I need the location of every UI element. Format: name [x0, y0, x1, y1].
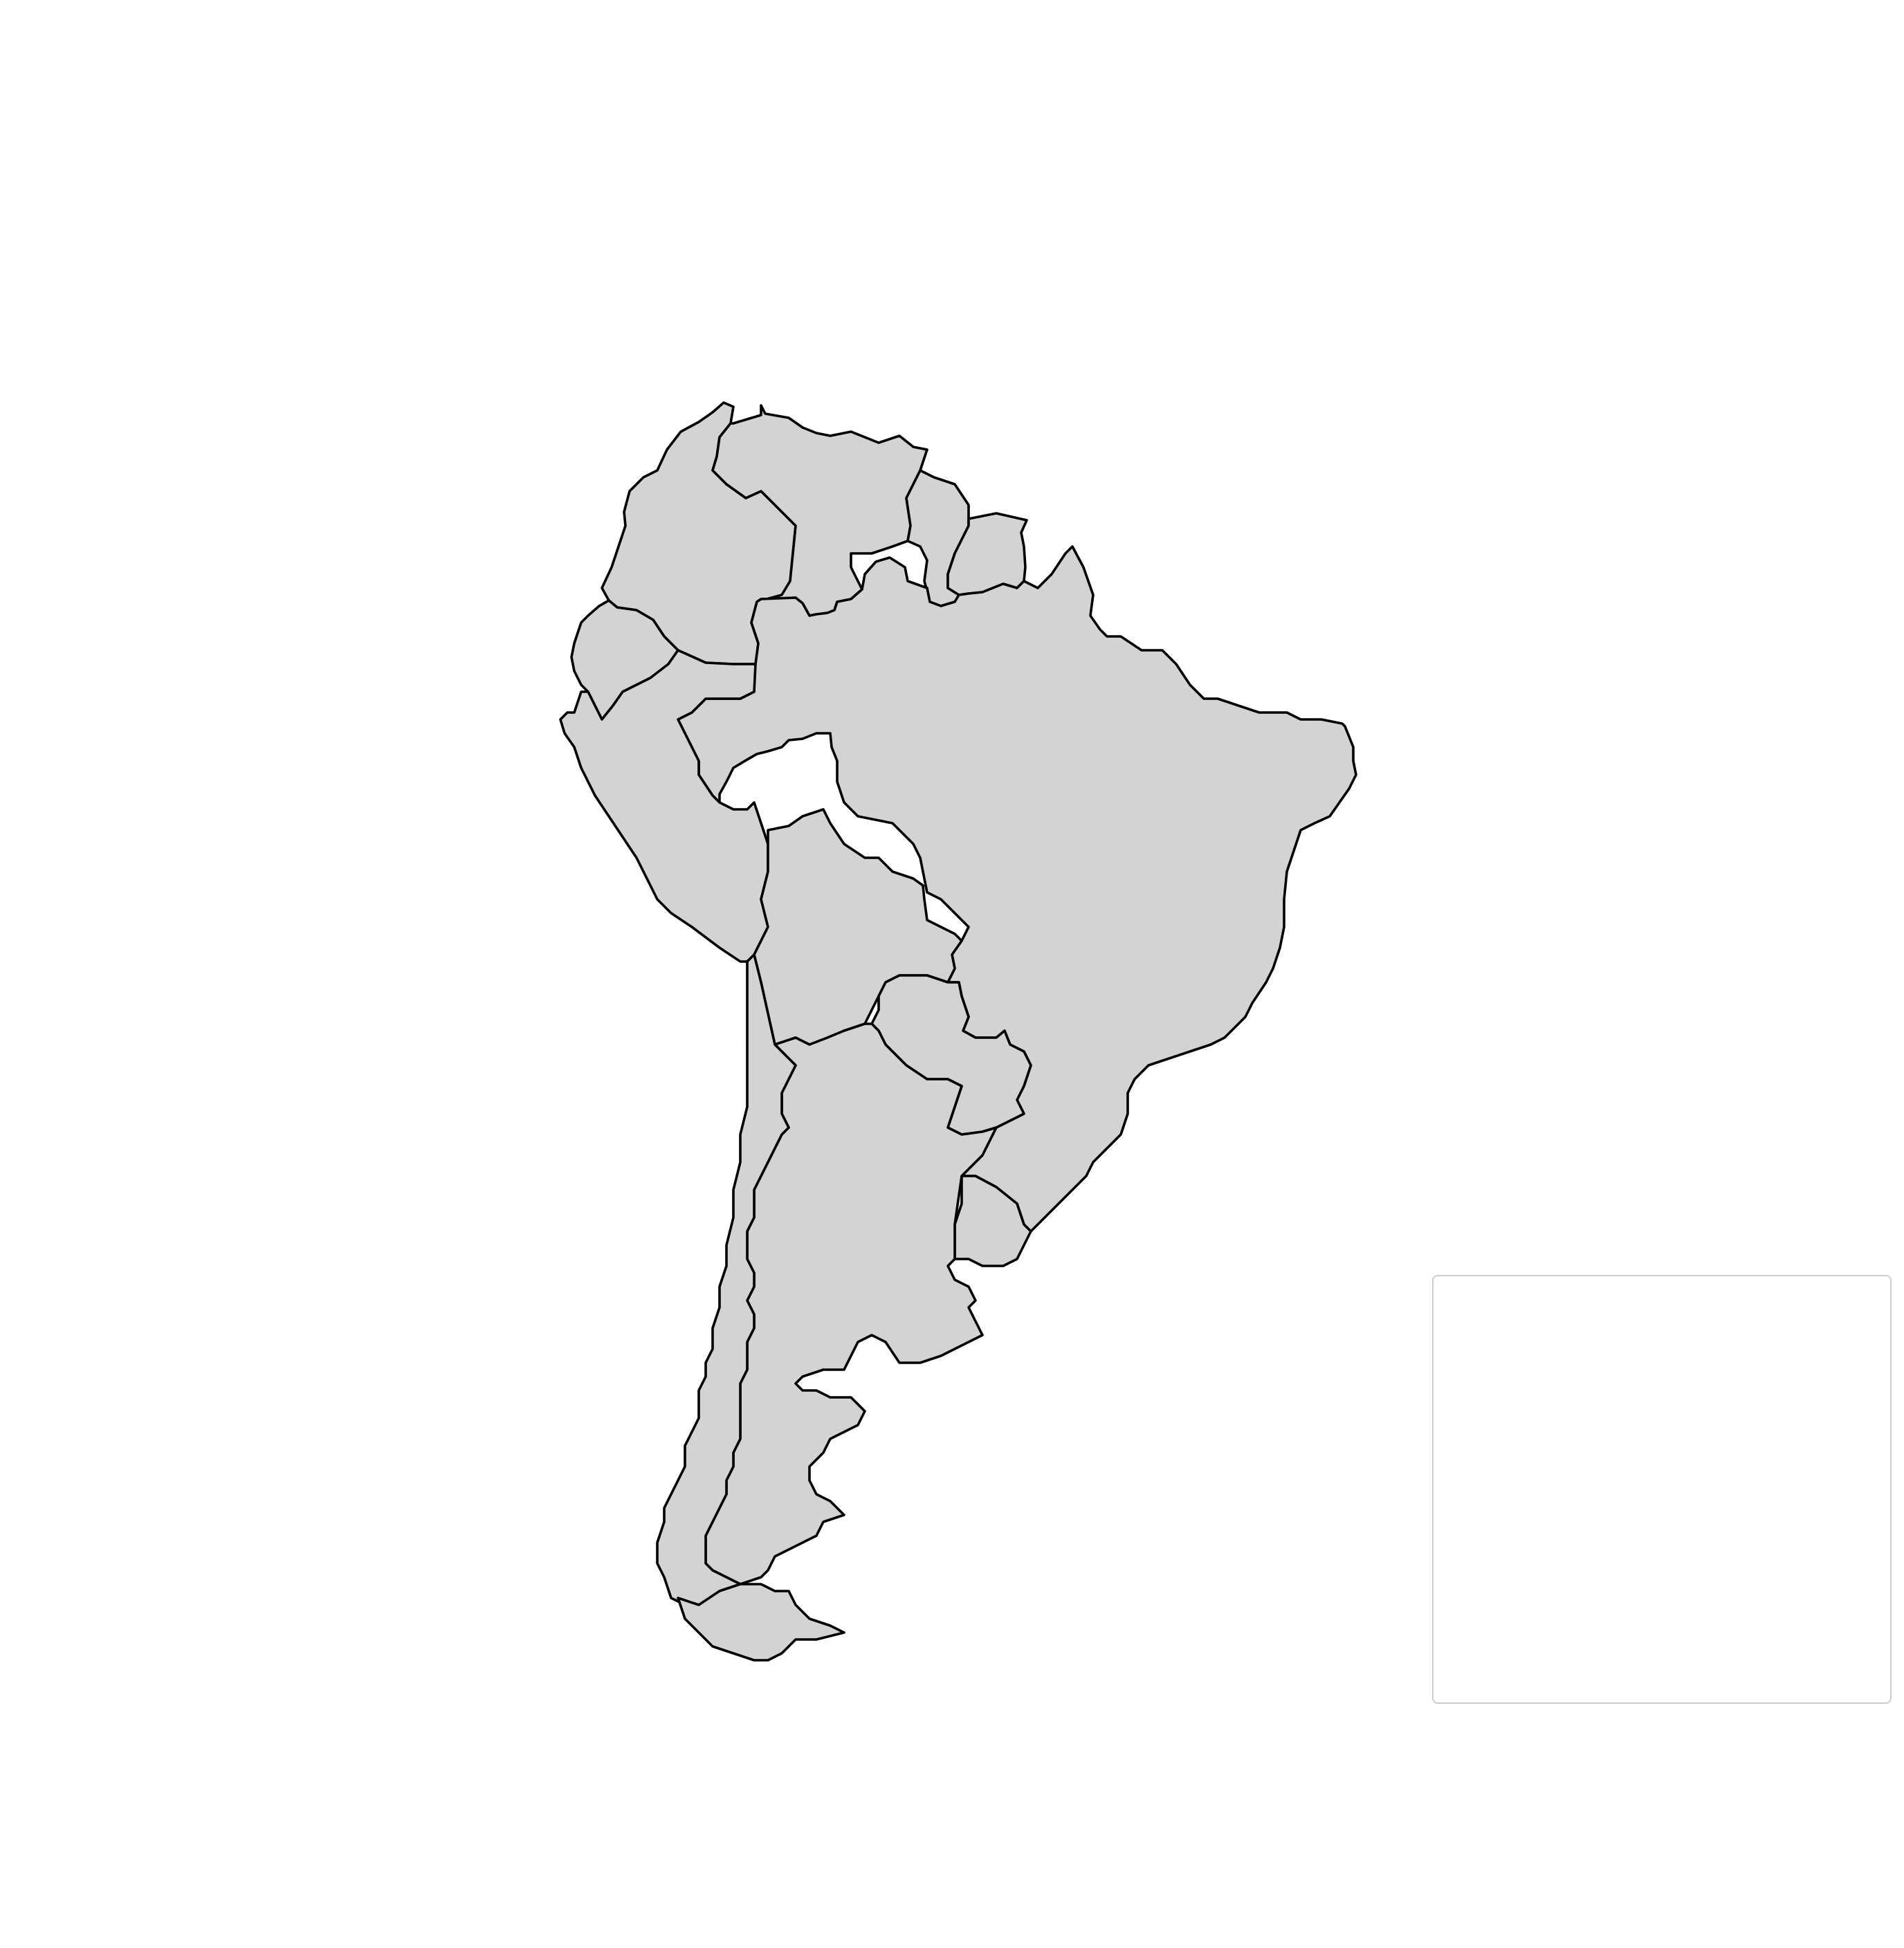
country-chile	[656, 953, 797, 1613]
country-tierra-del-fuego	[677, 1583, 845, 1662]
country-peru	[559, 649, 769, 963]
country-brazil	[677, 545, 1357, 1233]
legend	[1432, 1275, 1892, 1704]
